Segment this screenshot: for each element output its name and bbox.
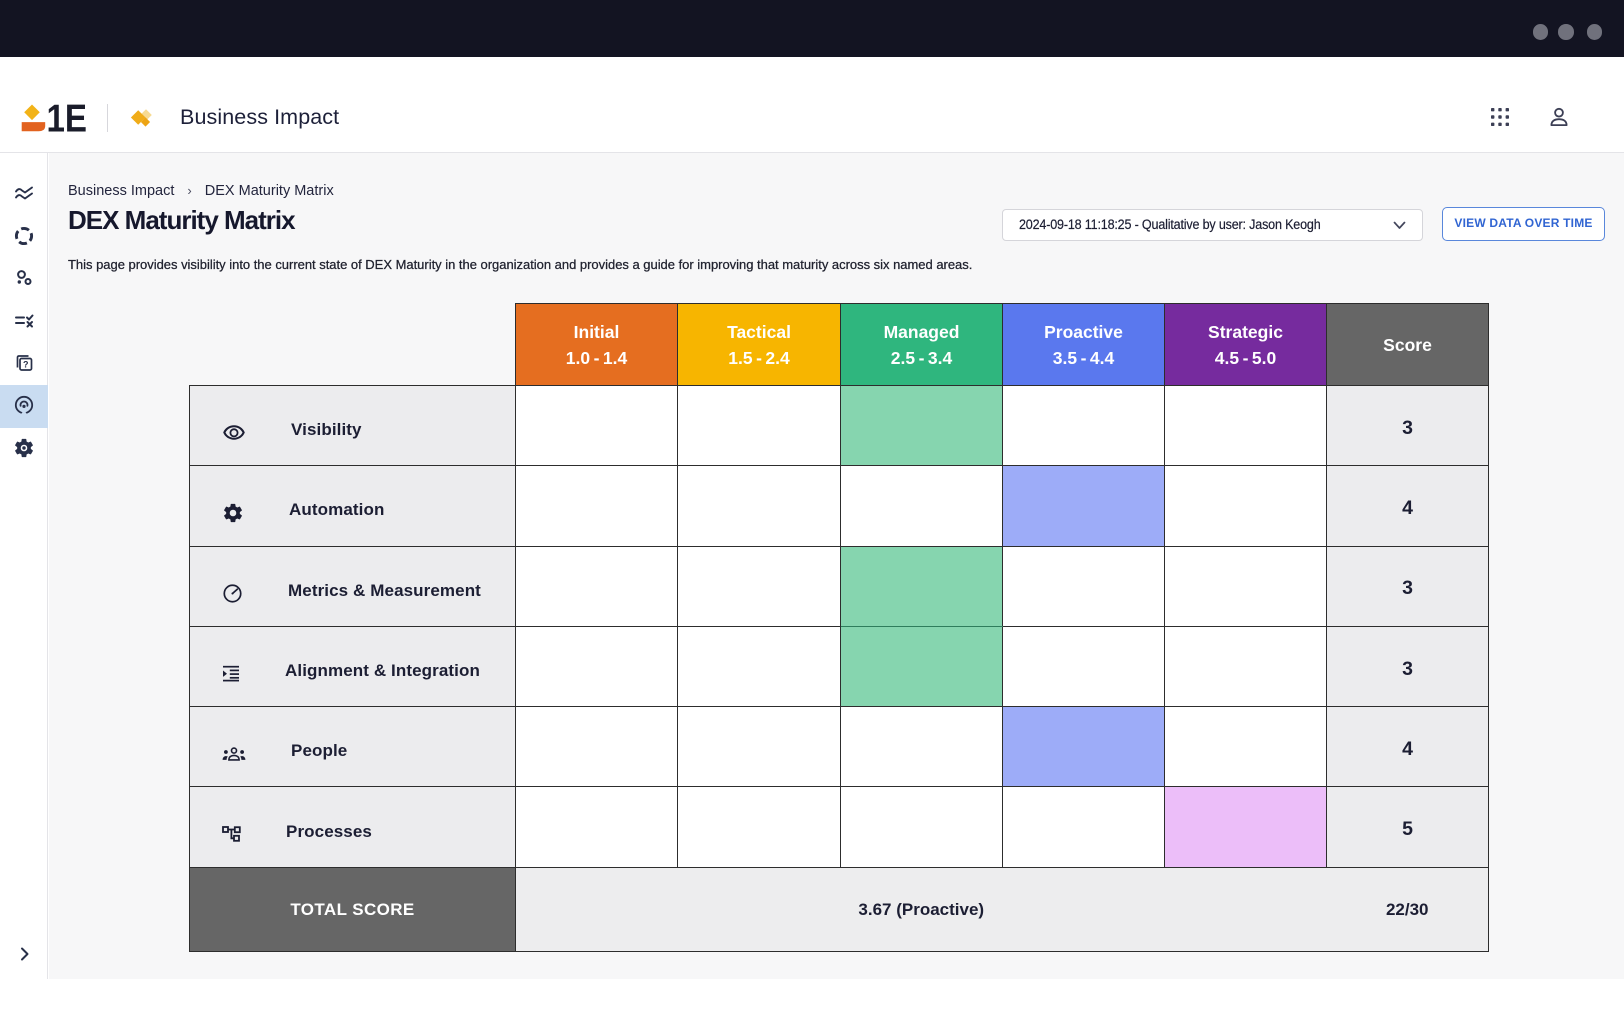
svg-text:?: ? (23, 359, 29, 369)
svg-text:1E: 1E (47, 98, 87, 134)
